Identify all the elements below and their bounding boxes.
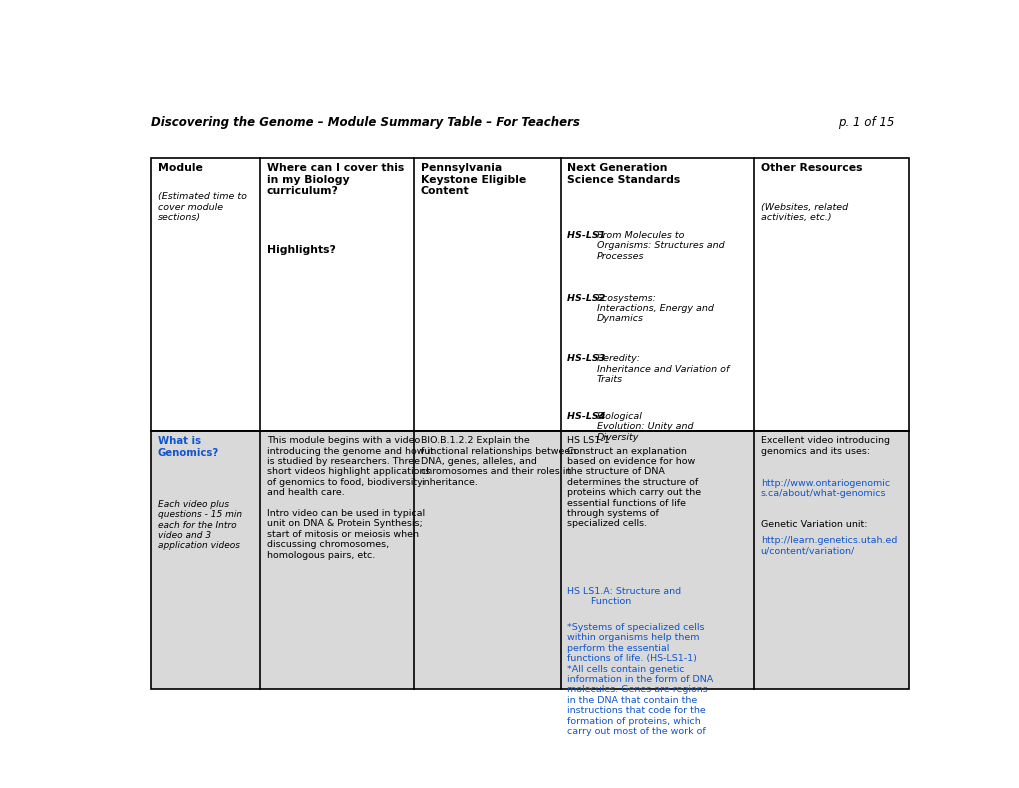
Text: *Systems of specialized cells
within organisms help them
perform the essential
f: *Systems of specialized cells within org…	[567, 623, 712, 736]
Bar	[151, 431, 908, 690]
Text: This module begins with a video
introducing the genome and how it
is studied by : This module begins with a video introduc…	[266, 437, 433, 559]
Text: What is 
Genomics?: What is Genomics?	[157, 437, 218, 458]
Text: HS LS1.A: Structure and
        Function: HS LS1.A: Structure and Function	[567, 586, 681, 606]
Text: p. 1 of 15: p. 1 of 15	[837, 116, 894, 128]
Text: Excellent video introducing
genomics and its uses:: Excellent video introducing genomics and…	[760, 437, 889, 455]
Text: Highlights?: Highlights?	[266, 245, 335, 255]
Text: Heredity:
Inheritance and Variation of
Traits: Heredity: Inheritance and Variation of T…	[596, 355, 729, 384]
Text: HS-LS1: HS-LS1	[567, 231, 608, 240]
Bar	[151, 158, 908, 431]
Text: HS-LS3: HS-LS3	[567, 355, 608, 363]
Text: HS-LS4: HS-LS4	[567, 412, 608, 421]
Text: Discovering the Genome – Module Summary Table – For Teachers: Discovering the Genome – Module Summary …	[151, 116, 580, 128]
Text: http://learn.genetics.utah.ed
u/content/variation/: http://learn.genetics.utah.ed u/content/…	[760, 537, 896, 556]
Text: Other Resources: Other Resources	[760, 163, 861, 173]
Text: Where can I cover this
in my Biology
curriculum?: Where can I cover this in my Biology cur…	[266, 163, 404, 196]
Text: Next Generation
Science Standards: Next Generation Science Standards	[567, 163, 680, 184]
Text: From Molecules to
Organisms: Structures and
Processes: From Molecules to Organisms: Structures …	[596, 231, 723, 261]
Text: Each video plus
questions - 15 min
each for the Intro
video and 3
application vi: Each video plus questions - 15 min each …	[157, 500, 242, 551]
Text: BIO.B.1.2.2 Explain the
functional relationships between
DNA, genes, alleles, an: BIO.B.1.2.2 Explain the functional relat…	[421, 437, 576, 487]
Text: Ecosystems:
Interactions, Energy and
Dynamics: Ecosystems: Interactions, Energy and Dyn…	[596, 294, 713, 323]
Text: Module: Module	[157, 163, 202, 173]
Text: Pennsylvania
Keystone Eligible
Content: Pennsylvania Keystone Eligible Content	[421, 163, 526, 196]
Text: HS LS1-1
Construct an explanation
based on evidence for how
the structure of DNA: HS LS1-1 Construct an explanation based …	[567, 437, 700, 529]
Text: HS-LS2: HS-LS2	[567, 294, 608, 303]
Text: http://www.ontariogenomic
s.ca/about/what-genomics: http://www.ontariogenomic s.ca/about/wha…	[760, 478, 889, 498]
Text: Biological
Evolution: Unity and
Diversity: Biological Evolution: Unity and Diversit…	[596, 412, 693, 442]
Text: Genetic Variation unit:: Genetic Variation unit:	[760, 520, 866, 529]
Text: (Websites, related
activities, etc.): (Websites, related activities, etc.)	[760, 203, 847, 222]
Text: (Estimated time to
cover module
sections): (Estimated time to cover module sections…	[157, 192, 247, 222]
